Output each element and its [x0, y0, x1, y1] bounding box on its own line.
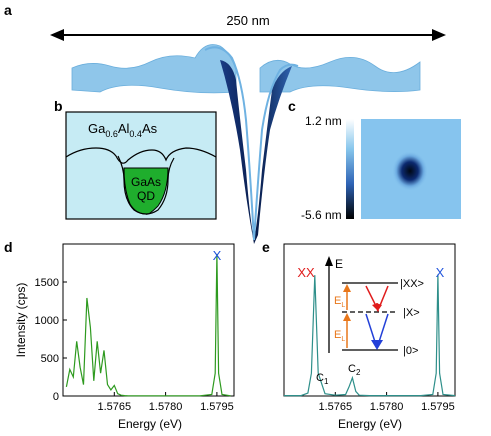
afm-surface-left	[71, 44, 237, 94]
plot-d-ytick-label: 0	[53, 391, 59, 403]
scale-bar-label: 250 nm	[226, 13, 269, 28]
level-x-label: |X>	[403, 307, 420, 319]
plot-d-ylabel: Intensity (cps)	[14, 283, 28, 358]
plot-d-xtick-label: 1.5765	[97, 401, 131, 413]
spectrum-e-x-label: X	[436, 265, 445, 280]
plot-e-xlabel: Energy (eV)	[338, 417, 402, 431]
panel-c: c 1.2 nm -5.6 nm	[288, 98, 461, 222]
afm-pit	[220, 60, 292, 244]
panel-d-letter: d	[4, 239, 13, 255]
plot-d-ytick-label: 500	[41, 353, 59, 365]
spectrum-e-c2-label: C2	[348, 363, 361, 377]
level-0-label: |0>	[403, 345, 418, 357]
x-emission-arrowhead	[371, 340, 383, 350]
plot-d-frame	[62, 243, 235, 397]
matrix-label: Ga0.6Al0.4As	[88, 121, 158, 139]
qd-profile-line	[65, 147, 217, 164]
panel-b: b Ga0.6Al0.4As GaAs QD	[54, 98, 217, 220]
spectrum-e-c1-label: C1	[316, 372, 329, 386]
spectrum-e-xx-label: XX	[297, 265, 315, 280]
x-emission-arrow-2	[377, 313, 389, 346]
el-label-upper: EL	[334, 295, 345, 309]
qd-label-line1: GaAs	[131, 175, 161, 189]
xx-emission-arrowhead-2	[376, 303, 382, 312]
colorbar-max-label: 1.2 nm	[305, 114, 342, 128]
spectrum-d-peak-x-label: X	[213, 248, 222, 263]
colorbar	[346, 119, 354, 219]
xx-emission-arrow-2	[378, 285, 389, 309]
scale-bar-left-arrow	[50, 29, 64, 41]
plot-e-xtick-label: 1.5795	[421, 401, 455, 413]
scale-bar-right-arrow	[432, 29, 446, 41]
afm-pit-rim	[204, 46, 299, 241]
energy-level-inset: E |XX> |X> |0> EL EL	[325, 256, 424, 357]
panel-c-letter: c	[288, 98, 296, 114]
panel-e: e 1.5765 1.5780 1.5795 XX X C1 C2 E |XX> |…	[262, 239, 456, 431]
colorbar-min-label: -5.6 nm	[301, 208, 342, 222]
spectrum-e-line	[284, 274, 456, 397]
plot-e-xtick-label: 1.5780	[370, 401, 404, 413]
plot-d-ticks: 1.5765 1.5780 1.5795 0 500 1000 1500	[35, 277, 234, 413]
panel-b-letter: b	[54, 98, 63, 114]
plot-d-xtick-label: 1.5795	[200, 401, 234, 413]
panel-a: a 250 nm	[4, 2, 446, 244]
panel-a-letter: a	[4, 2, 12, 18]
plot-d-xlabel: Energy (eV)	[118, 417, 182, 431]
spectrum-d-line	[65, 253, 231, 397]
energy-axis-label: E	[335, 257, 343, 271]
qd-label-line2: QD	[137, 189, 155, 203]
energy-axis-arrowhead	[325, 256, 333, 266]
excitation-arrowhead-lower	[343, 313, 351, 321]
plot-d-ytick-label: 1000	[35, 315, 59, 327]
level-xx-label: |XX>	[400, 278, 424, 290]
x-emission-arrow-1	[365, 313, 377, 346]
panel-e-letter: e	[262, 239, 270, 255]
plot-e-xtick-label: 1.5765	[318, 401, 352, 413]
qd-well-outline	[117, 155, 175, 215]
panel-d: d 1.5765 1.5780 1.5795 0 500 1000 1500 X Energ…	[4, 239, 235, 431]
plot-d-xtick-label: 1.5780	[149, 401, 183, 413]
afm-image-dot	[392, 151, 428, 191]
el-label-lower: EL	[334, 329, 345, 343]
plot-e-ticks: 1.5765 1.5780 1.5795	[318, 392, 455, 413]
plot-d-ytick-label: 1500	[35, 277, 59, 289]
excitation-arrowhead-upper	[343, 284, 351, 292]
